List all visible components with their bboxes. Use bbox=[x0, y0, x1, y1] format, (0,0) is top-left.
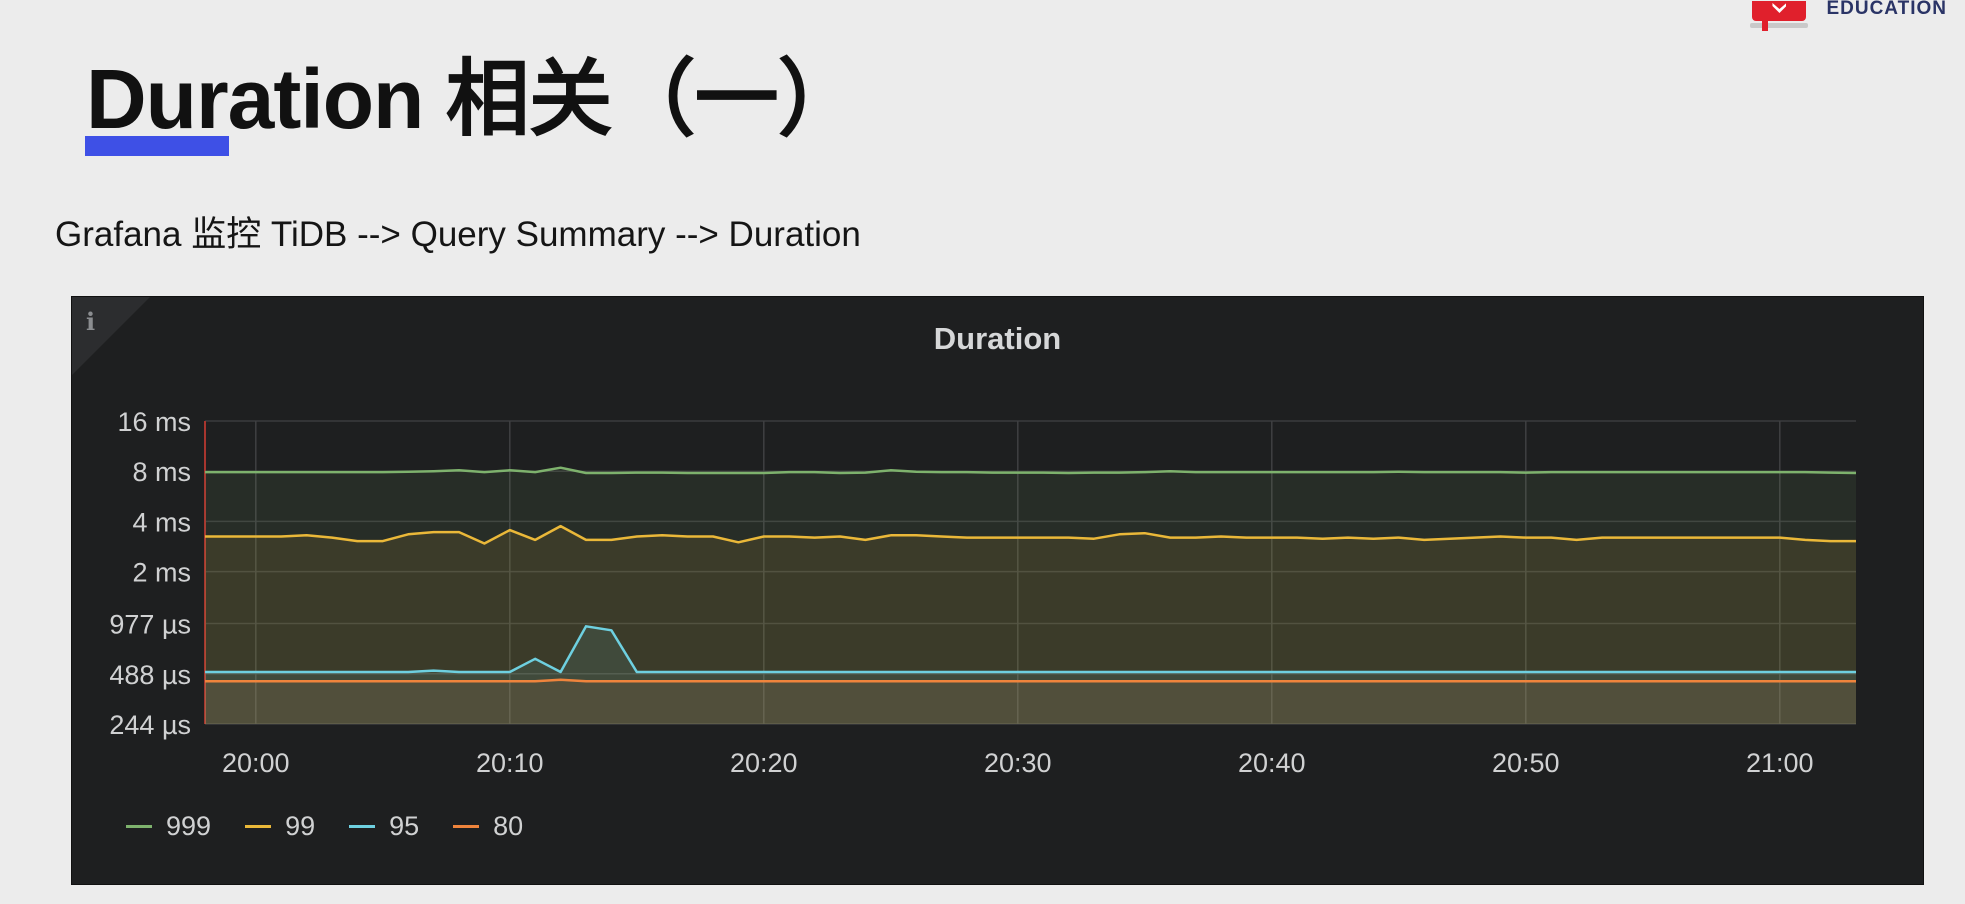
y-tick-label: 977 µs bbox=[109, 610, 191, 640]
legend-item-80[interactable]: 80 bbox=[453, 811, 523, 842]
y-tick-label: 2 ms bbox=[132, 558, 191, 588]
legend-label: 80 bbox=[493, 811, 524, 841]
legend-item-95[interactable]: 95 bbox=[349, 811, 419, 842]
panel-info-corner[interactable] bbox=[72, 297, 150, 375]
series-line-95 bbox=[205, 625, 1856, 674]
series-line-99 bbox=[205, 524, 1856, 545]
x-tick-label: 20:40 bbox=[1238, 748, 1306, 778]
x-tick-label: 20:00 bbox=[222, 748, 290, 778]
series-area-99 bbox=[205, 526, 1856, 724]
legend-item-99[interactable]: 99 bbox=[245, 811, 315, 842]
legend-label: 99 bbox=[285, 811, 316, 841]
x-tick-label: 20:20 bbox=[730, 748, 798, 778]
x-tick-label: 21:00 bbox=[1746, 748, 1814, 778]
slide-subtitle: Grafana 监控 TiDB --> Query Summary --> Du… bbox=[55, 215, 861, 254]
book-logo-icon bbox=[1750, 1, 1809, 31]
series-area-95 bbox=[205, 626, 1856, 724]
legend-swatch bbox=[245, 825, 272, 828]
slide-title: Duration 相关（一） bbox=[86, 52, 862, 146]
legend-label: 95 bbox=[389, 811, 420, 841]
legend-label: 999 bbox=[166, 811, 212, 841]
x-tick-label: 20:10 bbox=[476, 748, 544, 778]
brand-logo: EDUCATION bbox=[1750, 0, 1947, 32]
duration-chart: 16 ms 8 ms 4 ms 2 ms 977 µs 488 µs 244 µs 20:00… bbox=[109, 407, 1857, 778]
chart-legend: 999 99 95 80 bbox=[126, 811, 523, 842]
title-accent-bar bbox=[85, 136, 229, 156]
y-tick-label: 244 µs bbox=[109, 710, 191, 740]
legend-swatch bbox=[453, 825, 480, 828]
info-icon[interactable]: i bbox=[86, 307, 96, 336]
x-tick-label: 20:30 bbox=[984, 748, 1052, 778]
series-line-80 bbox=[205, 678, 1856, 683]
y-tick-label: 8 ms bbox=[132, 457, 191, 487]
legend-swatch bbox=[126, 825, 152, 828]
grafana-panel: i Duration 16 ms 8 ms 4 ms 2 ms 977 µs 488 µs… bbox=[71, 296, 1924, 885]
series-area-999 bbox=[205, 467, 1856, 724]
brand-logo-text: EDUCATION bbox=[1826, 0, 1947, 19]
chart-title: Duration bbox=[933, 321, 1062, 356]
x-tick-label: 20:50 bbox=[1492, 748, 1560, 778]
legend-item-999[interactable]: 999 bbox=[126, 811, 211, 842]
series-line-999 bbox=[205, 466, 1857, 475]
y-tick-label: 488 µs bbox=[109, 660, 191, 690]
legend-swatch bbox=[349, 825, 376, 828]
y-tick-label: 16 ms bbox=[117, 407, 191, 437]
y-tick-label: 4 ms bbox=[132, 507, 191, 537]
series-area-80 bbox=[205, 679, 1856, 724]
